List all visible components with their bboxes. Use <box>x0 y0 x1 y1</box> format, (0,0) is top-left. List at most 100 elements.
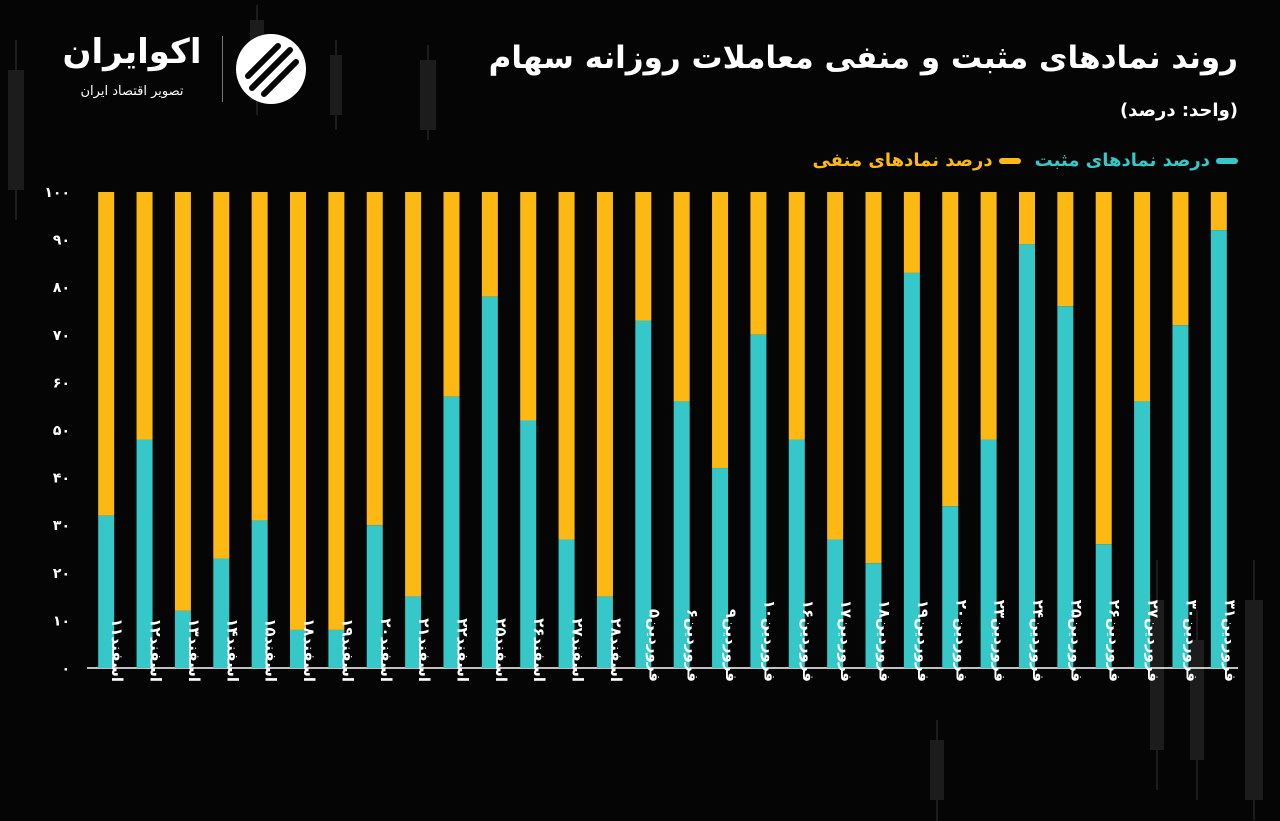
bar-negative <box>98 192 115 516</box>
legend: درصد نمادهای مثبت درصد نمادهای منفی <box>812 150 1238 171</box>
bar-negative <box>136 192 153 440</box>
legend-swatch-positive <box>1216 157 1238 164</box>
bar-negative <box>635 192 652 321</box>
bar-positive <box>481 296 498 668</box>
bar-positive <box>1095 544 1112 668</box>
x-tick-label: فروردین۲۷ <box>1144 600 1162 682</box>
x-tick-label: اسفند۱۳ <box>185 618 203 682</box>
bar-positive <box>366 525 383 668</box>
y-tick-label: ۹۰ <box>53 233 70 249</box>
bar-negative <box>251 192 268 521</box>
brand-logo: اکوایران تصویر اقتصاد ایران <box>52 32 312 112</box>
chart-title: روند نمادهای مثبت و منفی معاملات روزانه … <box>488 40 1238 76</box>
bar-positive <box>750 334 767 668</box>
bar-positive <box>827 539 844 668</box>
bar-negative <box>1018 192 1035 245</box>
x-tick-label: فروردین۲۰ <box>952 600 970 682</box>
bar-positive <box>443 396 460 668</box>
bar-negative <box>712 192 729 469</box>
x-tick-label: اسفند۱۵ <box>262 618 280 682</box>
legend-item-positive: درصد نمادهای مثبت <box>1035 150 1238 171</box>
bar-negative <box>1095 192 1112 545</box>
bar-negative <box>788 192 805 440</box>
bar-negative <box>520 192 537 421</box>
legend-label-negative: درصد نمادهای منفی <box>812 150 993 171</box>
legend-label-positive: درصد نمادهای مثبت <box>1034 150 1210 171</box>
x-tick-label: اسفند۱۹ <box>338 618 356 682</box>
x-tick-label: اسفند۱۱ <box>108 618 126 682</box>
bar-negative <box>1057 192 1074 307</box>
x-tick-label: اسفند۲۷ <box>569 618 587 682</box>
y-tick-label: ۸۰ <box>53 280 70 296</box>
x-tick-label: اسفند۲۰ <box>377 618 395 682</box>
bar-positive <box>405 596 422 668</box>
bar-positive <box>980 439 997 668</box>
bar-positive <box>251 520 268 668</box>
logo-divider <box>222 36 223 102</box>
x-tick-label: اسفند۲۸ <box>607 618 625 682</box>
bar-negative <box>942 192 959 507</box>
bar-positive <box>328 629 345 668</box>
bar-negative <box>558 192 575 540</box>
x-tick-label: اسفند۱۸ <box>300 618 318 682</box>
bar-positive <box>520 420 537 668</box>
y-tick-label: ۰ <box>61 661 70 677</box>
bar-positive <box>903 272 920 668</box>
y-tick-label: ۲۰ <box>53 566 70 582</box>
chart-unit: (واحد: درصد) <box>1119 100 1238 121</box>
bar-negative <box>673 192 690 402</box>
bar-negative <box>1134 192 1151 402</box>
x-tick-label: فروردین۳۰ <box>1182 600 1200 682</box>
x-tick-label: اسفند۲۲ <box>453 618 471 682</box>
x-tick-label: فروردین۶ <box>684 609 702 682</box>
bar-positive <box>596 596 613 668</box>
bar-negative <box>405 192 422 597</box>
bar-negative <box>366 192 383 526</box>
x-tick-label: اسفند۱۴ <box>223 618 241 682</box>
x-tick-label: اسفند۲۵ <box>492 618 510 682</box>
y-tick-label: ۱۰۰ <box>44 185 70 201</box>
bar-positive <box>942 506 959 668</box>
bar-positive <box>1210 230 1227 668</box>
x-tick-label: فروردین۱۷ <box>837 600 855 682</box>
bar-negative <box>865 192 882 564</box>
bar-negative <box>1210 192 1227 231</box>
y-tick-label: ۶۰ <box>53 375 70 391</box>
y-tick-label: ۵۰ <box>53 423 70 439</box>
bar-positive <box>1018 244 1035 669</box>
bar-positive <box>1134 401 1151 668</box>
bar-negative <box>213 192 230 559</box>
legend-item-negative: درصد نمادهای منفی <box>812 150 1021 171</box>
bar-negative <box>596 192 613 597</box>
bar-negative <box>750 192 767 335</box>
x-tick-label: فروردین۱۶ <box>799 600 817 682</box>
bar-positive <box>635 320 652 668</box>
bar-positive <box>290 629 307 668</box>
bar-positive <box>865 563 882 668</box>
bar-negative <box>1172 192 1189 326</box>
bar-negative <box>481 192 498 297</box>
brand-mark-icon <box>236 34 306 104</box>
legend-swatch-negative <box>998 157 1021 164</box>
y-tick-label: ۷۰ <box>53 328 70 344</box>
x-tick-label: فروردین۲۵ <box>1067 600 1085 682</box>
x-tick-label: فروردین۹ <box>722 609 740 682</box>
bar-negative <box>827 192 844 540</box>
bar-negative <box>980 192 997 440</box>
bar-negative <box>174 192 191 611</box>
bar-positive <box>136 439 153 668</box>
bar-positive <box>788 439 805 668</box>
bar-negative <box>290 192 307 630</box>
y-tick-label: ۳۰ <box>53 518 70 534</box>
x-tick-label: فروردین۱۹ <box>914 600 932 682</box>
x-tick-label: اسفند۲۶ <box>530 618 548 682</box>
brand-name: اکوایران <box>62 32 202 72</box>
bar-positive <box>213 558 230 668</box>
x-tick-label: فروردین۲۶ <box>1106 600 1124 682</box>
x-tick-label: فروردین۱۰ <box>760 600 778 682</box>
bar-negative <box>328 192 345 630</box>
x-tick-label: اسفند۲۱ <box>415 618 433 682</box>
bar-positive <box>98 515 115 668</box>
x-tick-label: اسفند۱۲ <box>147 618 165 682</box>
bar-positive <box>1172 325 1189 668</box>
